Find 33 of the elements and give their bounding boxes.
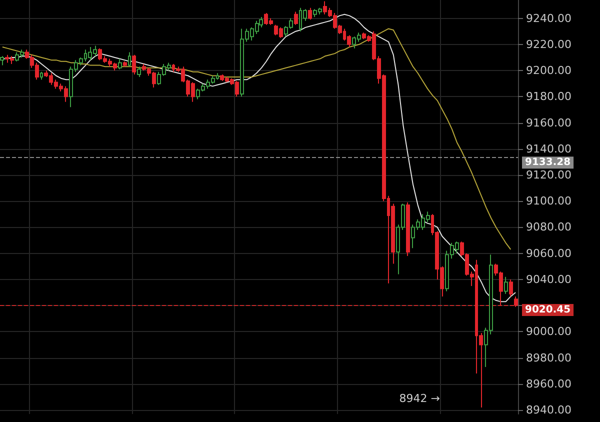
y-tick-label: 9100.00 (526, 194, 572, 208)
candlestick (504, 276, 508, 294)
y-tick-label: 9060.00 (526, 246, 572, 260)
candlestick (514, 296, 518, 308)
candlestick (509, 278, 513, 297)
line-series (2, 14, 516, 302)
line-series (2, 28, 512, 250)
ref-line-label: 9020.45 (525, 304, 571, 316)
y-tick-label: 9000.00 (526, 325, 572, 338)
y-tick-label: 9140.00 (526, 142, 572, 156)
y-tick-label: 9220.00 (526, 38, 572, 51)
candlestick (0, 56, 4, 66)
y-tick-label: 8980.00 (526, 351, 572, 364)
candlestick (406, 202, 410, 256)
y-tick-label: 9240.00 (526, 12, 572, 25)
candlestick (132, 54, 136, 75)
y-tick-label: 9080.00 (526, 220, 572, 234)
y-tick-label: 9120.00 (526, 168, 572, 182)
candlestick (40, 71, 43, 80)
y-tick-label: 8960.00 (526, 377, 572, 390)
y-tick-label: 9180.00 (526, 90, 572, 104)
ref-line-label: 9133.28 (525, 157, 571, 168)
candlestick (308, 7, 312, 20)
y-tick-label: 9160.00 (526, 116, 572, 130)
y-tick-label: 9200.00 (526, 64, 572, 78)
candlestick (137, 66, 141, 78)
candlestick (123, 60, 127, 68)
candlestick (128, 52, 131, 68)
candlestick (294, 11, 298, 26)
annotation: 8942 → (399, 392, 440, 405)
candlestick (118, 58, 122, 70)
y-tick-label: 8940.00 (526, 404, 572, 417)
y-tick-label: 9040.00 (526, 272, 572, 286)
